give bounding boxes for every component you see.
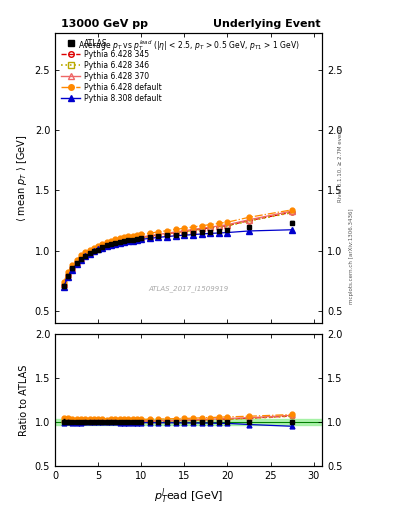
Text: mcplots.cern.ch [arXiv:1306.3436]: mcplots.cern.ch [arXiv:1306.3436]	[349, 208, 354, 304]
X-axis label: $p_T^{l}$ead [GeV]: $p_T^{l}$ead [GeV]	[154, 486, 223, 506]
Text: Average $p_T$ vs $p_T^{lead}$ ($|\eta|$ < 2.5, $p_T$ > 0.5 GeV, $p_{T1}$ > 1 GeV: Average $p_T$ vs $p_T^{lead}$ ($|\eta|$ …	[78, 38, 299, 53]
Bar	[55, 419, 322, 425]
Y-axis label: Ratio to ATLAS: Ratio to ATLAS	[19, 364, 29, 436]
Text: ATLAS_2017_I1509919: ATLAS_2017_I1509919	[149, 285, 229, 292]
Text: Underlying Event: Underlying Event	[213, 18, 320, 29]
Text: 13000 GeV pp: 13000 GeV pp	[61, 18, 148, 29]
Text: Rivet 3.1.10, ≥ 2.7M events: Rivet 3.1.10, ≥ 2.7M events	[338, 125, 342, 202]
Legend: ATLAS, Pythia 6.428 345, Pythia 6.428 346, Pythia 6.428 370, Pythia 6.428 defaul: ATLAS, Pythia 6.428 345, Pythia 6.428 34…	[58, 36, 165, 106]
Y-axis label: $\langle$ mean $p_T$ $\rangle$ [GeV]: $\langle$ mean $p_T$ $\rangle$ [GeV]	[15, 135, 29, 222]
